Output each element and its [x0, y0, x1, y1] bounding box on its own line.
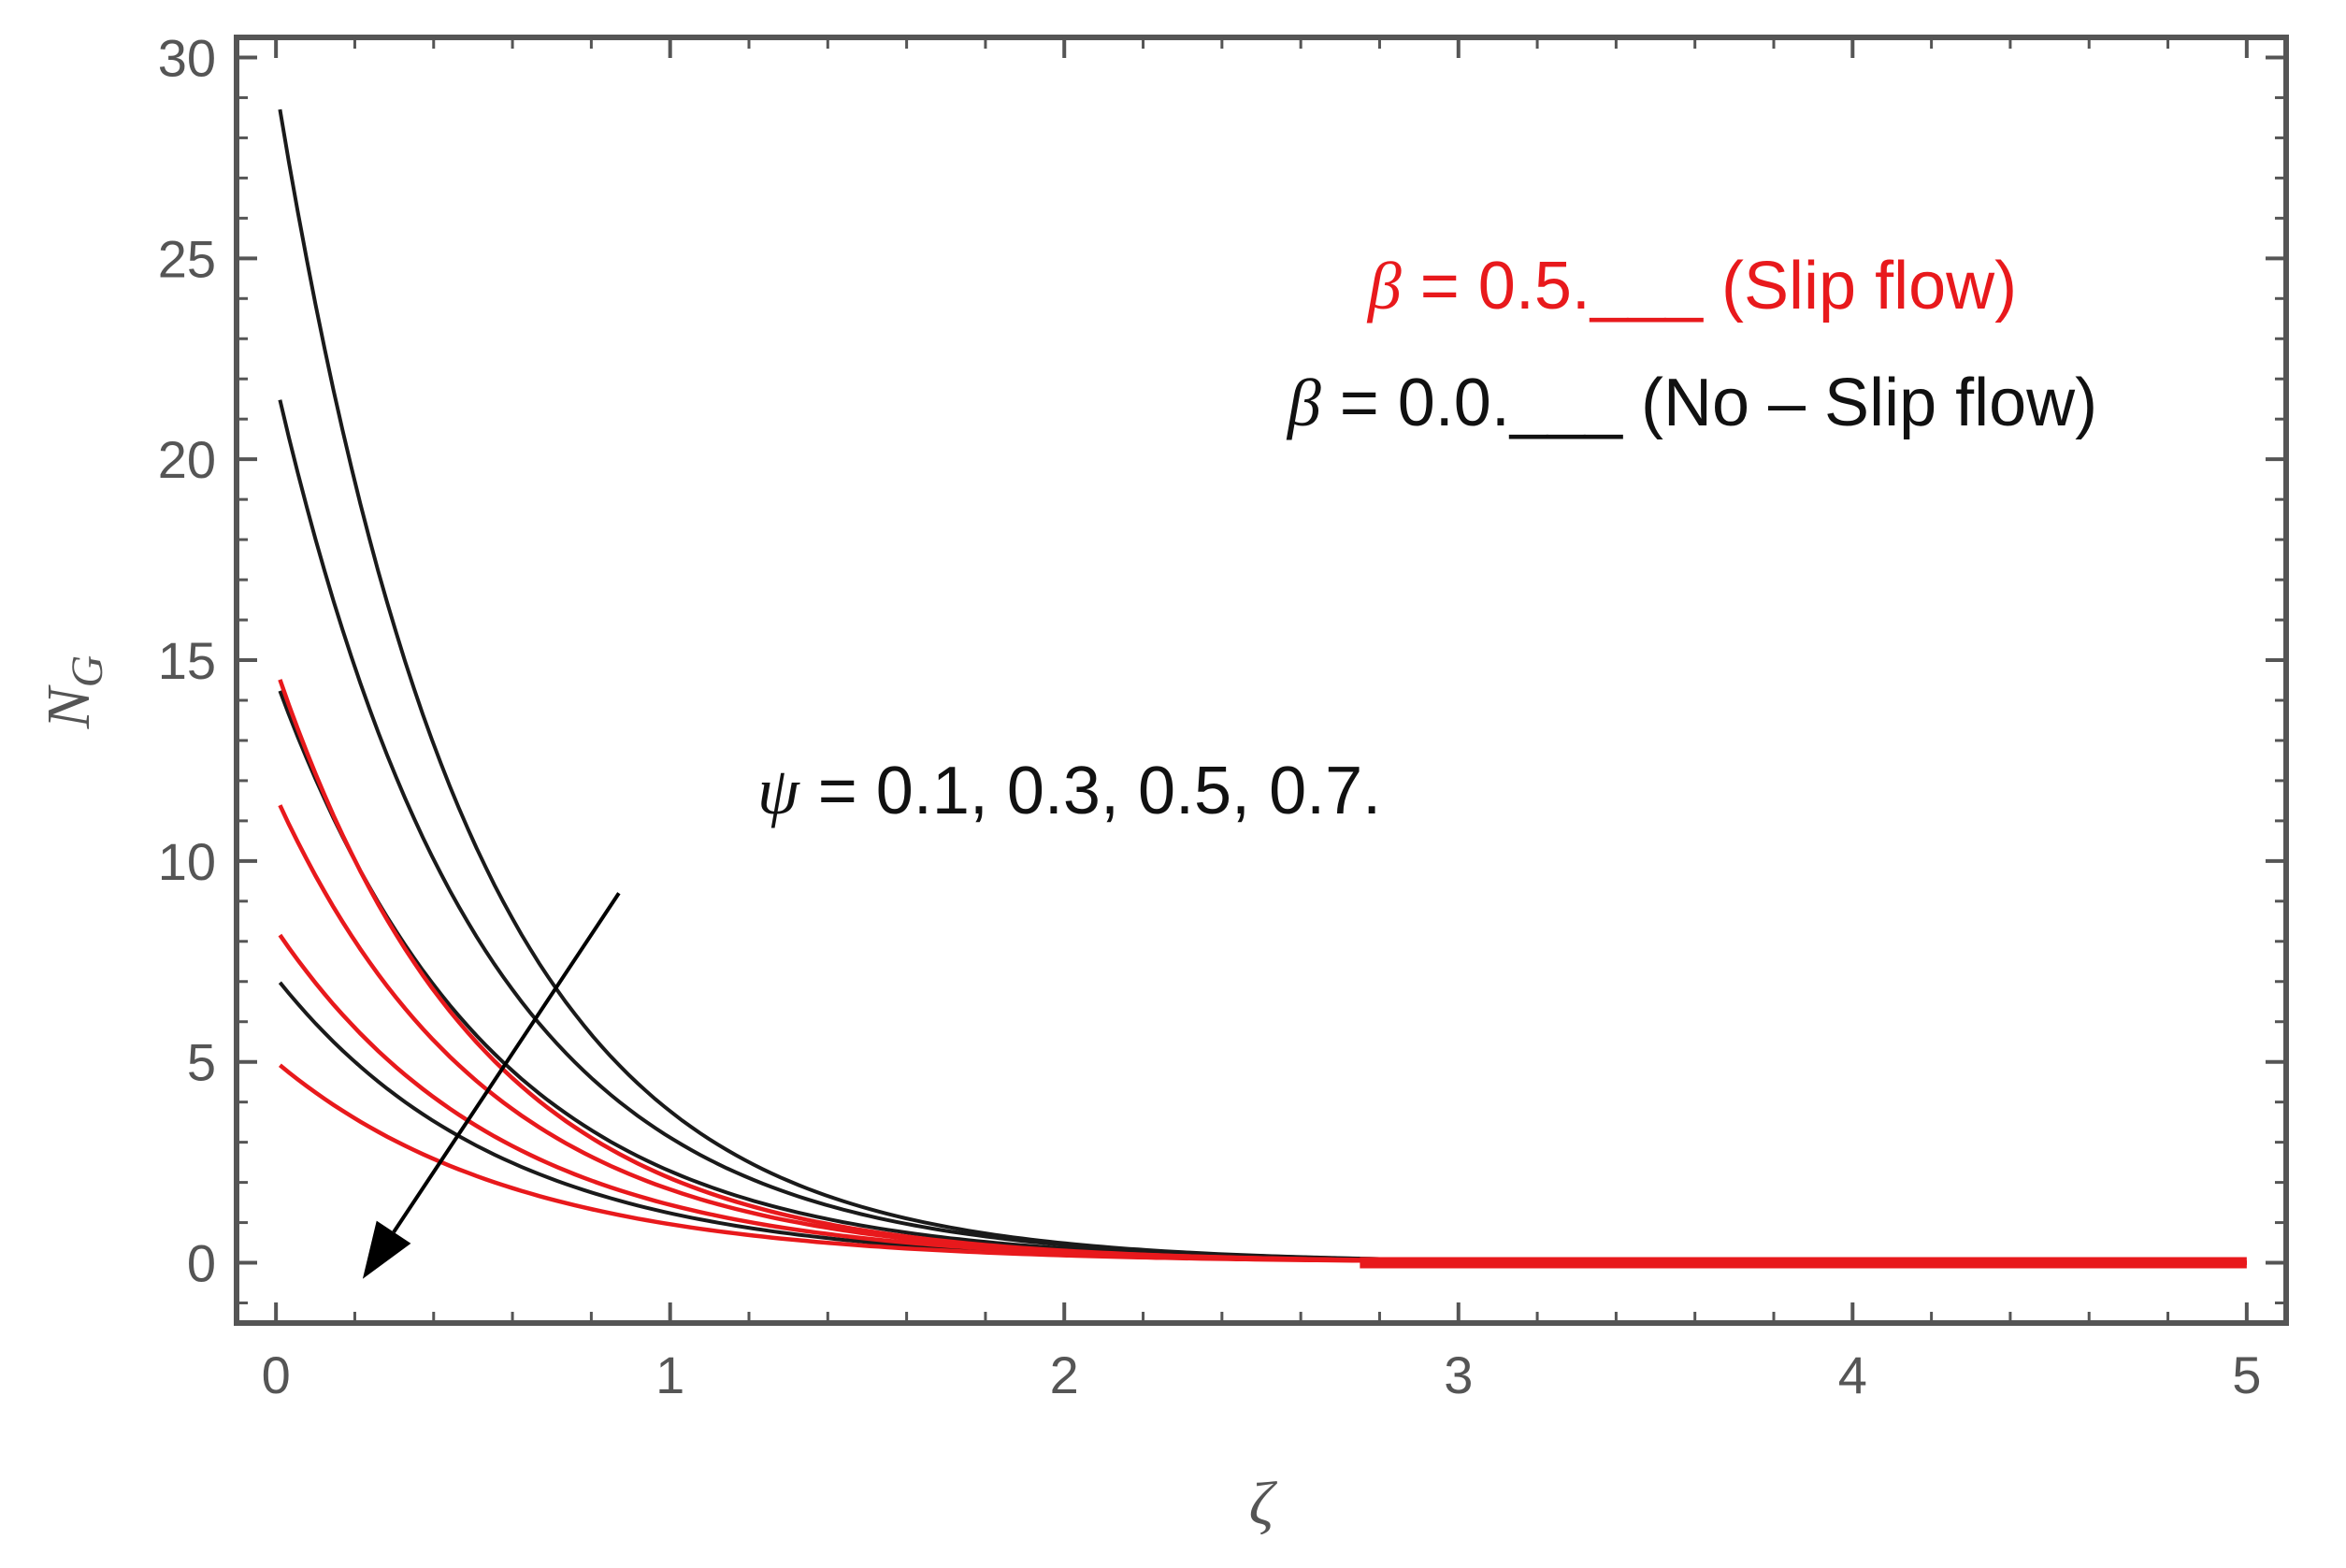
annotation-psi-symbol: ψ: [757, 754, 800, 828]
x-tick-label: 1: [655, 1345, 684, 1404]
tick-label-layer: 0 1 2 3 4 5 0 5 10 15 20 25 30: [158, 28, 2262, 1404]
x-tick-label: 0: [262, 1345, 291, 1404]
tick-layer: [237, 37, 2286, 1323]
y-tick-label: 5: [187, 1033, 216, 1092]
annotation-slip-flow: β = 0.5.___ (Slip flow): [1366, 249, 2017, 324]
annotation-noslip-text: = 0.0.___ (No – Slip flow): [1321, 366, 2097, 440]
trend-arrow-head: [362, 1220, 411, 1279]
y-tick-label: 20: [158, 430, 216, 489]
y-axis-label-subscript: G: [63, 655, 112, 688]
arrow-layer: [362, 892, 621, 1279]
x-tick-label: 5: [2232, 1345, 2261, 1404]
x-tick-label: 3: [1444, 1345, 1473, 1404]
annotation-psi-text: = 0.1, 0.3, 0.5, 0.7.: [799, 754, 1381, 828]
y-tick-label: 30: [158, 28, 216, 87]
x-tick-label: 2: [1050, 1345, 1079, 1404]
annotation-no-slip-flow: β = 0.0.___ (No – Slip flow): [1286, 366, 2097, 440]
annotation-psi-values: ψ = 0.1, 0.3, 0.5, 0.7.: [757, 754, 1381, 828]
y-tick-label: 10: [158, 832, 216, 891]
series-layer: [278, 108, 2247, 1269]
y-axis-label: NG: [35, 655, 112, 730]
annotation-slip-text: = 0.5.___ (Slip flow): [1402, 249, 2017, 324]
annotation-noslip-symbol: β: [1286, 366, 1321, 440]
plot-frame: [234, 35, 2289, 1326]
y-axis-label-symbol: N: [35, 683, 103, 729]
y-tick-label: 0: [187, 1234, 216, 1293]
trend-arrow-shaft: [392, 892, 621, 1233]
x-tick-label: 4: [1838, 1345, 1867, 1404]
y-tick-label: 15: [158, 631, 216, 690]
annotation-slip-symbol: β: [1366, 249, 1402, 324]
y-tick-label: 25: [158, 229, 216, 288]
x-axis-label: ζ: [1249, 1470, 1278, 1538]
